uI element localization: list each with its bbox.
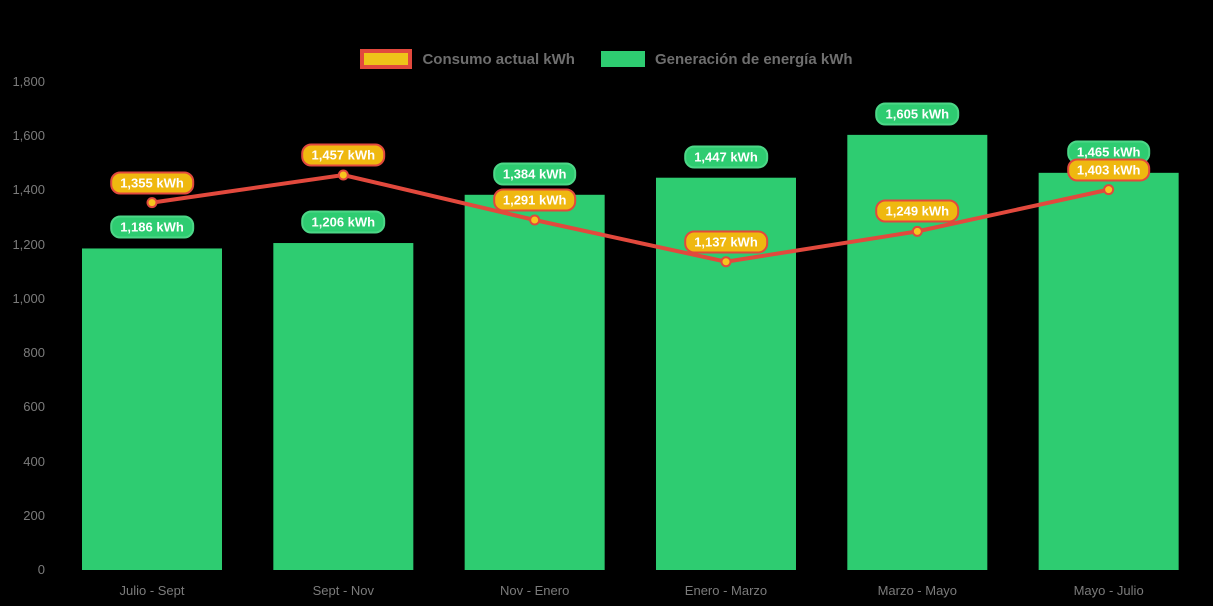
generacion-swatch: [600, 51, 645, 67]
y-axis-tick: 1,600: [12, 128, 45, 144]
consumo-point-4[interactable]: [911, 225, 923, 237]
consumo-value-label: 1,457 kWh: [301, 143, 386, 167]
x-axis-label: Mayo - Julio: [1073, 583, 1144, 598]
bar-generacion-5[interactable]: [1038, 172, 1179, 571]
x-axis-label: Nov - Enero: [499, 583, 570, 598]
y-axis-tick: 1,000: [12, 290, 45, 306]
consumo-value-label: 1,249 kWh: [875, 199, 960, 223]
generacion-value-label: 1,384 kWh: [492, 162, 577, 186]
consumo-value-label: 1,291 kWh: [492, 188, 577, 212]
x-axis-label: Sept - Nov: [312, 583, 375, 598]
consumo-line: [151, 172, 1110, 264]
y-axis-tick: 1,200: [12, 236, 45, 252]
y-axis-tick: 600: [23, 399, 45, 415]
generacion-value-label: 1,447 kWh: [684, 145, 768, 169]
legend-item-consumo[interactable]: Consumo actual kWh: [360, 49, 575, 69]
bar-generacion-1[interactable]: [273, 243, 414, 571]
generacion-value-label: 1,206 kWh: [301, 210, 386, 234]
consumo-value-label: 1,403 kWh: [1066, 158, 1151, 182]
y-axis-tick: 400: [23, 453, 45, 469]
bar-generacion-0[interactable]: [82, 248, 222, 570]
consumo-point-3[interactable]: [720, 256, 732, 268]
legend-label-generacion: Generación de energía kWh: [654, 50, 853, 68]
legend-label-consumo: Consumo actual kWh: [422, 50, 575, 68]
y-axis-tick: 1,400: [12, 182, 45, 198]
consumo-point-1[interactable]: [337, 169, 349, 181]
y-axis-tick: 200: [23, 507, 45, 523]
y-axis-tick: 800: [23, 345, 45, 361]
consumo-point-5[interactable]: [1103, 184, 1115, 196]
y-axis-tick: 1,800: [12, 74, 45, 89]
consumo-swatch: [360, 49, 413, 69]
generacion-value-label: 1,605 kWh: [875, 102, 960, 126]
x-axis-label: Enero - Marzo: [684, 583, 768, 598]
consumo-value-label: 1,137 kWh: [684, 230, 768, 254]
consumo-value-label: 1,355 kWh: [110, 171, 194, 195]
consumo-point-0[interactable]: [146, 197, 158, 209]
consumo-point-2[interactable]: [529, 214, 541, 226]
legend: Consumo actual kWh Generación de energía…: [0, 49, 1213, 69]
bar-generacion-2[interactable]: [464, 194, 605, 570]
generacion-value-label: 1,186 kWh: [110, 215, 194, 239]
y-axis-tick: 0: [37, 562, 45, 577]
x-axis-label: Marzo - Mayo: [877, 583, 958, 598]
x-axis-label: Julio - Sept: [119, 583, 185, 598]
legend-item-generacion[interactable]: Generación de energía kWh: [600, 50, 853, 68]
